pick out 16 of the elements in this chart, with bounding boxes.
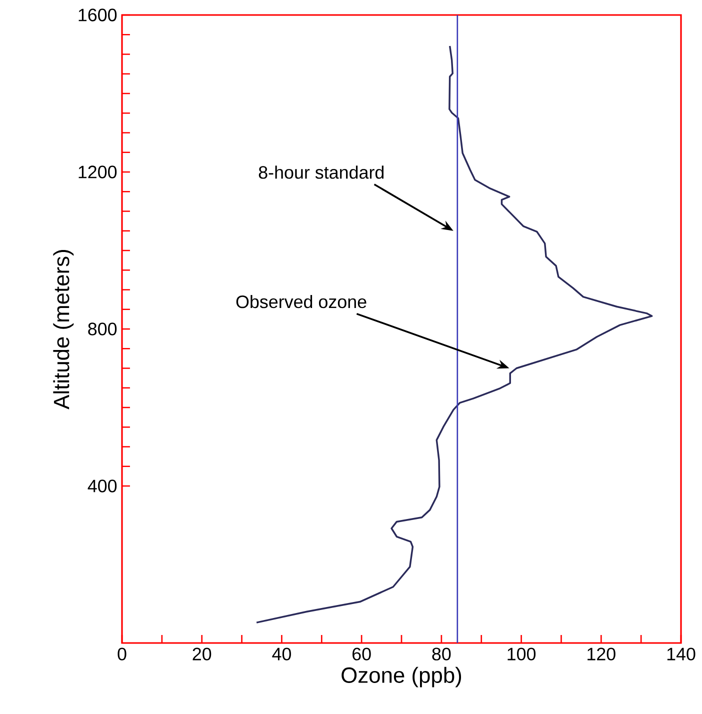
y-tick-label: 1200 — [78, 166, 117, 178]
y-tick-label: 800 — [88, 322, 117, 336]
x-tick-label: 20 — [192, 648, 212, 660]
y-tick-label: 1600 — [78, 8, 117, 22]
x-tick-label: 0 — [118, 648, 126, 660]
annotation: Observed ozone — [236, 294, 366, 308]
y-tick-label: 400 — [88, 480, 117, 492]
x-axis-title: Ozone (ppb) — [342, 666, 462, 688]
x-tick-label: 100 — [508, 648, 536, 660]
x-tick-label: 60 — [352, 648, 371, 660]
annotation: 8-hour standard — [258, 166, 384, 179]
x-tick-label: 140 — [667, 648, 696, 660]
x-tick-label: 40 — [272, 648, 291, 660]
x-tick-label: 80 — [432, 648, 451, 660]
x-tick-label: 120 — [588, 648, 616, 660]
y-axis-title: Altitude (meters) — [53, 250, 74, 410]
